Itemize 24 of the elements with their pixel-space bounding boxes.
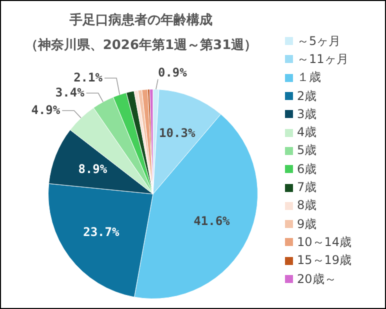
legend-label: 5歳	[297, 142, 317, 160]
legend-label: 15～19歳	[297, 252, 352, 270]
legend-label: １歳	[297, 69, 321, 86]
legend-label: 7歳	[297, 179, 317, 196]
legend-label: 4歳	[297, 124, 317, 142]
chart-subtitle: （神奈川県、2026年第1週～第31週）	[24, 37, 258, 54]
data-label: 23.7%	[83, 225, 120, 240]
legend-label: 10～14歳	[297, 234, 352, 251]
data-label: 10.3%	[159, 126, 196, 140]
legend-label: 2歳	[297, 88, 317, 105]
data-label: 3.4%	[55, 85, 86, 100]
data-label: 8.9%	[78, 162, 108, 176]
data-label: 41.6%	[194, 214, 231, 228]
legend-label: ～5ヶ月	[297, 32, 341, 50]
legend-label: ～11ヶ月	[297, 50, 348, 68]
chart-title: 手足口病患者の年齢構成	[68, 12, 214, 29]
legend-label: 3歳	[297, 106, 317, 123]
legend-label: 8歳	[297, 197, 317, 214]
legend-label: 6歳	[297, 160, 317, 178]
legend-label: 20歳～	[297, 270, 336, 288]
legend-label: 9歳	[297, 216, 317, 233]
data-label: 4.9%	[31, 102, 61, 117]
data-label: 2.1%	[74, 70, 104, 84]
data-label: 0.9%	[158, 65, 188, 80]
